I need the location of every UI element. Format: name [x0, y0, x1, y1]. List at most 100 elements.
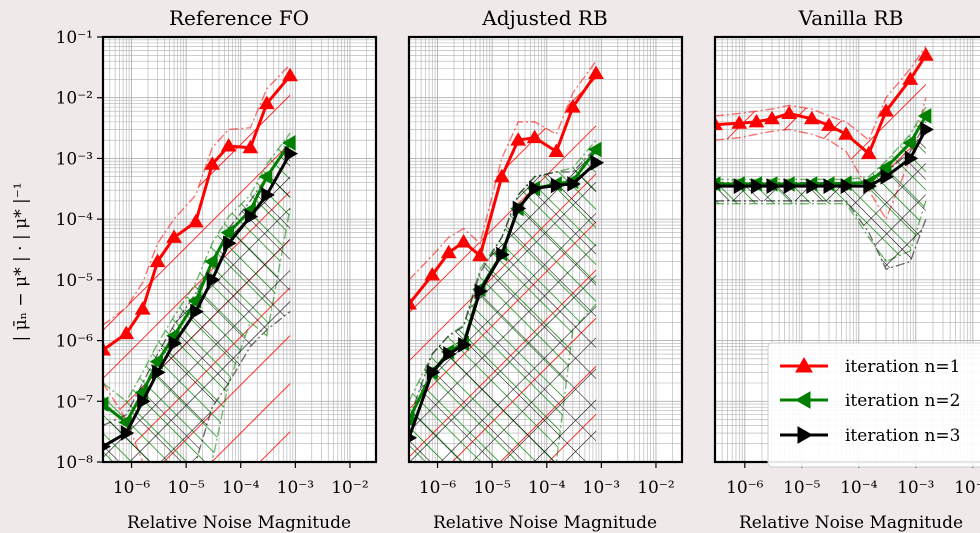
marker-n1: [440, 244, 457, 259]
marker-n3: [863, 178, 877, 194]
marker-n1: [588, 65, 604, 80]
marker-n1: [258, 95, 275, 110]
marker-n1: [149, 253, 166, 268]
marker-n3: [567, 176, 581, 192]
marker-n3: [806, 178, 820, 194]
marker-n2: [902, 135, 916, 151]
x-tick-label: 10⁻⁵: [167, 478, 205, 498]
legend-item-n3: iteration n=3: [780, 426, 960, 446]
band-upper-n3: [409, 147, 597, 420]
marker-n1: [821, 117, 837, 131]
marker-n3: [496, 246, 510, 263]
marker-n3: [261, 187, 275, 203]
marker-n3: [152, 364, 166, 381]
marker-n2: [220, 224, 235, 241]
y-tick-label: 10⁻⁴: [56, 210, 94, 230]
marker-n3: [426, 364, 441, 381]
marker-n1: [917, 47, 934, 61]
y-tick-label: 10⁻⁸: [56, 453, 94, 473]
marker-n1: [564, 99, 581, 113]
marker-n3: [750, 178, 765, 194]
plot-content: [715, 46, 934, 271]
marker-n1: [472, 247, 488, 262]
panel-title: Reference FO: [169, 6, 309, 30]
marker-n1: [510, 132, 527, 146]
marker-n1: [748, 113, 765, 128]
legend-label: iteration n=1: [845, 357, 960, 377]
x-tick-label: 10⁻²: [954, 478, 980, 498]
x-tick-label: 10⁻³: [277, 478, 314, 498]
marker-n3: [550, 177, 565, 194]
x-axis-label: Relative Noise Magnitude: [739, 513, 963, 533]
y-tick-label: 10⁻⁷: [56, 392, 94, 412]
marker-n3: [120, 425, 135, 441]
marker-n3: [529, 180, 543, 197]
marker-n3: [137, 393, 151, 410]
marker-n3: [458, 336, 472, 353]
band-n3: [409, 147, 597, 462]
y-tick-label: 10⁻³: [56, 149, 93, 169]
panel-title: Vanilla RB: [798, 6, 904, 30]
legend-item-n1: iteration n=1: [780, 356, 960, 377]
x-axis-label: Relative Noise Magnitude: [433, 513, 657, 533]
marker-n1: [803, 110, 820, 125]
y-tick-label: 10⁻²: [56, 89, 93, 109]
legend-label: iteration n=2: [845, 391, 960, 411]
marker-n1: [781, 105, 798, 119]
marker-n3: [920, 121, 934, 138]
panel-reference-fo: Reference FO Relative Noise Magnitude 10…: [56, 6, 378, 533]
marker-n1: [166, 229, 182, 243]
marker-n1: [220, 138, 237, 152]
band-lower-n3: [715, 200, 927, 271]
marker-n3: [244, 208, 259, 225]
panel-title: Adjusted RB: [481, 6, 607, 30]
marker-n3: [783, 178, 798, 194]
x-tick-label: 10⁻⁶: [113, 478, 151, 498]
x-tick-label: 10⁻⁶: [726, 478, 764, 498]
y-tick-label: 10⁻¹: [56, 28, 93, 48]
marker-n3: [206, 271, 221, 288]
marker-n1: [409, 296, 417, 310]
x-tick-label: 10⁻⁴: [840, 478, 878, 498]
marker-n1: [187, 213, 204, 228]
marker-n3: [190, 303, 204, 320]
marker-n3: [823, 178, 837, 194]
plot-content: [409, 60, 605, 462]
marker-n1: [715, 116, 723, 131]
marker-n2: [588, 141, 602, 158]
marker-n1: [204, 156, 221, 170]
x-tick-label: 10⁻²: [331, 478, 368, 498]
band-upper-n1: [715, 46, 927, 142]
marker-n3: [904, 150, 919, 167]
axes-frame: [101, 35, 378, 464]
x-tick-label: 10⁻⁵: [783, 478, 821, 498]
marker-n1: [242, 139, 259, 154]
marker-n2: [258, 168, 273, 185]
x-tick-label: 10⁻⁴: [528, 478, 566, 498]
legend-label: iteration n=3: [845, 426, 960, 446]
marker-n3: [766, 178, 780, 194]
marker-n1: [103, 341, 111, 356]
x-tick-label: 10⁻⁶: [419, 478, 457, 498]
marker-n1: [134, 301, 151, 315]
marker-n2: [878, 159, 892, 176]
marker-n1: [860, 145, 877, 160]
marker-n3: [840, 178, 855, 194]
marker-n3: [223, 235, 237, 252]
legend: iteration n=1 iteration n=2 iteration n=…: [767, 342, 980, 468]
x-axis-label: Relative Noise Magnitude: [127, 513, 351, 533]
x-tick-label: 10⁻⁴: [222, 478, 260, 498]
marker-n1: [424, 267, 441, 281]
marker-n1: [731, 115, 748, 129]
band-n3: [715, 121, 926, 270]
band-upper-n3: [103, 139, 291, 427]
y-tick-label: 10⁻⁵: [56, 271, 94, 291]
marker-n1: [455, 234, 472, 248]
axes-frame: [407, 35, 684, 464]
marker-n3: [284, 145, 299, 162]
marker-n1: [878, 103, 894, 117]
marker-n3: [168, 335, 183, 352]
marker-n3: [590, 154, 605, 171]
marker-n3: [880, 168, 894, 185]
